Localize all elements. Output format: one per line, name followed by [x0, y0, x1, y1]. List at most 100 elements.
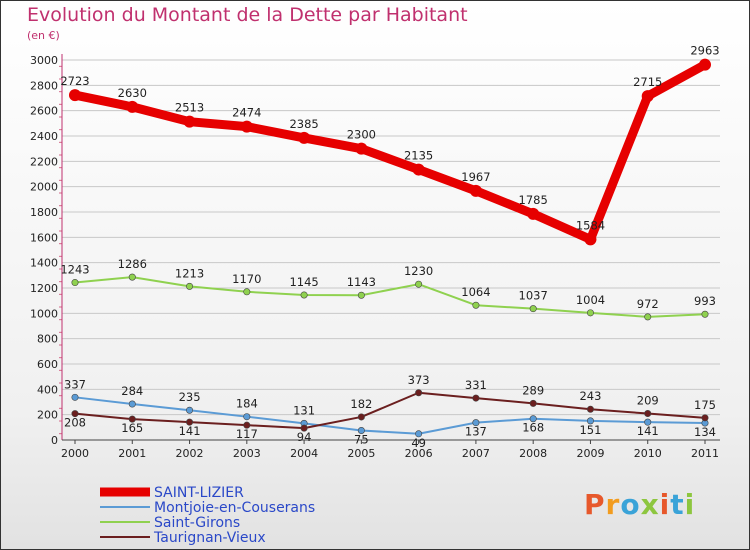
data-label: 337 — [64, 377, 86, 391]
y-tick-label: 800 — [37, 333, 58, 346]
data-point — [357, 426, 365, 434]
data-point — [415, 389, 423, 397]
data-label: 131 — [293, 403, 315, 417]
data-point — [644, 410, 652, 418]
y-tick-label: 1200 — [30, 282, 58, 295]
data-label: 165 — [121, 421, 143, 435]
data-label: 168 — [522, 421, 544, 435]
data-label: 182 — [350, 397, 372, 411]
data-point — [586, 405, 594, 413]
data-label: 1143 — [347, 275, 376, 289]
y-tick-label: 1600 — [30, 231, 58, 244]
data-point — [243, 413, 251, 421]
x-tick-label: 2011 — [691, 447, 719, 460]
data-point — [529, 305, 537, 313]
data-label: 1004 — [576, 293, 605, 307]
data-label: 2135 — [404, 149, 433, 163]
y-tick-label: 1400 — [30, 257, 58, 270]
x-tick-label: 2003 — [233, 447, 261, 460]
x-tick-label: 2004 — [290, 447, 318, 460]
data-point — [699, 58, 711, 71]
x-tick-label: 2009 — [576, 447, 604, 460]
data-label: 2300 — [347, 128, 376, 142]
data-point — [472, 419, 480, 427]
data-point — [300, 291, 308, 299]
x-tick-label: 2006 — [405, 447, 433, 460]
data-point — [586, 417, 594, 425]
x-tick-label: 2000 — [61, 447, 89, 460]
data-label: 2723 — [60, 74, 89, 88]
data-label: 2715 — [633, 75, 662, 89]
x-tick-label: 2010 — [634, 447, 662, 460]
data-point — [529, 399, 537, 407]
y-tick-label: 0 — [51, 434, 58, 447]
data-label: 1243 — [60, 263, 89, 277]
data-label: 151 — [579, 423, 601, 437]
data-label: 972 — [637, 297, 659, 311]
data-label: 1785 — [519, 193, 548, 207]
data-label: 1967 — [461, 170, 490, 184]
data-label: 243 — [579, 389, 601, 403]
y-tick-label: 3000 — [30, 54, 58, 67]
data-point — [126, 100, 139, 113]
data-point — [300, 424, 308, 432]
data-label: 235 — [179, 390, 201, 404]
data-point — [412, 163, 425, 176]
data-label: 137 — [465, 425, 487, 439]
data-point — [240, 120, 253, 133]
data-point — [529, 415, 537, 423]
series-line-SAINT-LIZIER — [74, 60, 708, 244]
x-tick-label: 2001 — [118, 447, 146, 460]
data-point — [186, 418, 194, 426]
data-label: 141 — [179, 424, 201, 438]
x-tick-label: 2002 — [176, 447, 204, 460]
legend-label: Taurignan-Vieux — [153, 530, 266, 546]
x-tick-label: 2005 — [347, 447, 375, 460]
data-point — [298, 131, 311, 144]
data-label: 284 — [121, 384, 143, 398]
data-point — [183, 115, 196, 128]
brand-letter: o — [620, 488, 641, 521]
data-point — [701, 310, 709, 318]
y-tick-label: 400 — [37, 383, 58, 396]
data-label: 1145 — [289, 275, 318, 289]
brand-letter: t — [670, 488, 685, 521]
data-point — [472, 394, 480, 402]
data-point — [71, 410, 79, 418]
data-point — [469, 184, 482, 197]
data-point — [415, 430, 423, 438]
brand-letter: r — [605, 488, 621, 521]
data-label: 1230 — [404, 264, 433, 278]
data-point — [128, 273, 136, 281]
series-line-Taurignan-Vieux — [74, 391, 706, 430]
brand-letter: x — [640, 488, 660, 521]
data-label: 2963 — [690, 44, 719, 58]
series-line-Montjoie-en-Couserans — [74, 396, 706, 435]
data-point — [186, 282, 194, 290]
data-point — [584, 233, 597, 246]
data-label: 49 — [411, 436, 426, 450]
data-label: 1213 — [175, 266, 204, 280]
data-point — [644, 313, 652, 321]
data-label: 2474 — [232, 106, 261, 120]
x-tick-label: 2007 — [462, 447, 490, 460]
legend-label: Montjoie-en-Couserans — [154, 500, 315, 516]
data-label: 1170 — [232, 272, 261, 286]
brand-letter: i — [684, 488, 696, 521]
data-point — [128, 415, 136, 423]
y-tick-label: 2000 — [30, 181, 58, 194]
data-label: 2385 — [289, 117, 318, 131]
y-tick-label: 2400 — [30, 130, 58, 143]
data-label: 1064 — [461, 285, 490, 299]
data-point — [586, 309, 594, 317]
data-point — [357, 413, 365, 421]
data-label: 209 — [637, 394, 659, 408]
data-label: 289 — [522, 383, 544, 397]
y-tick-label: 2600 — [30, 105, 58, 118]
data-point — [128, 400, 136, 408]
proxiti-logo: Proxiti — [584, 488, 695, 521]
data-point — [71, 393, 79, 401]
data-label: 134 — [694, 425, 716, 439]
